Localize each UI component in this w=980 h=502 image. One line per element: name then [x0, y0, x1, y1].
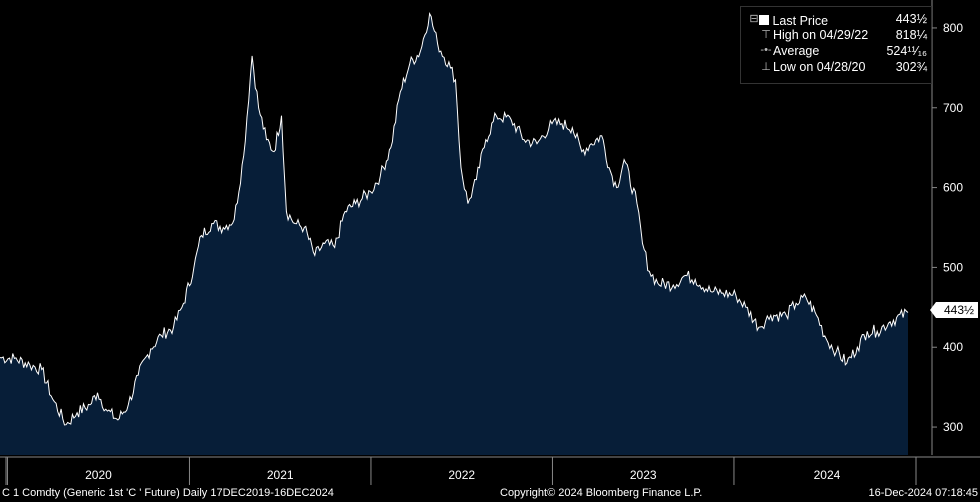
- y-tick-label: 600: [943, 181, 963, 195]
- legend-collapse-icon[interactable]: ⊟: [749, 13, 759, 25]
- legend-swatch-icon: [759, 15, 769, 25]
- legend-value: 302¾: [895, 60, 927, 74]
- price-area: [0, 13, 908, 455]
- legend-label: Average: [773, 44, 820, 58]
- y-tick-label: 500: [943, 260, 963, 274]
- x-tick-label: 2024: [814, 468, 841, 482]
- low-marker-icon: ⊥: [761, 61, 771, 73]
- price-chart: 300 400 500 600 700 800 2020 2021 2022 2023 2024: [0, 0, 980, 485]
- legend-low: ⊥ Low on 04/28/20 302¾: [741, 60, 931, 76]
- legend-value: 818¼: [895, 28, 927, 42]
- last-price-tag: 443½: [929, 302, 979, 318]
- security-description: C 1 Comdty (Generic 1st 'C ' Future) Dai…: [2, 487, 334, 499]
- chart-footer: C 1 Comdty (Generic 1st 'C ' Future) Dai…: [0, 487, 980, 502]
- legend-value: 524¹¹⁄₁₆: [886, 44, 927, 58]
- x-tick-label: 2023: [630, 468, 657, 482]
- high-marker-icon: ⊤: [761, 29, 771, 41]
- legend-label: High on 04/29/22: [773, 28, 869, 42]
- legend-average: -•- Average 524¹¹⁄₁₆: [741, 44, 931, 60]
- legend-value: 443½: [895, 12, 927, 26]
- y-tick-label: 400: [943, 340, 963, 354]
- legend-label: Last Price: [772, 14, 829, 28]
- timestamp: 16-Dec-2024 07:18:45: [868, 487, 978, 499]
- legend-label: Low on 04/28/20: [773, 60, 866, 74]
- x-tick-label: 2022: [448, 468, 475, 482]
- y-tick-label: 800: [943, 21, 963, 35]
- y-tick-label: 300: [943, 420, 963, 434]
- y-tick-label: 700: [943, 101, 963, 115]
- legend-last-price: ⊟ Last Price 443½: [741, 12, 931, 28]
- x-tick-label: 2020: [85, 468, 112, 482]
- chart-legend: ⊟ Last Price 443½ ⊤ High on 04/29/22 818…: [740, 6, 932, 84]
- x-tick-label: 2021: [267, 468, 294, 482]
- average-marker-icon: -•-: [760, 44, 772, 56]
- copyright-text: Copyright© 2024 Bloomberg Finance L.P.: [500, 487, 703, 499]
- legend-high: ⊤ High on 04/29/22 818¼: [741, 28, 931, 44]
- price-line: [0, 11, 909, 426]
